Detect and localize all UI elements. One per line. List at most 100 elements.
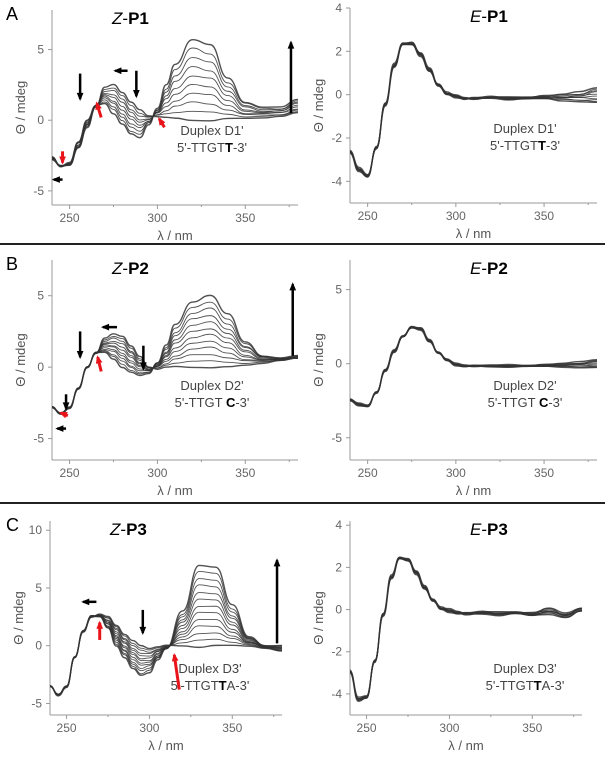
y-tick-label: 5 bbox=[35, 581, 42, 595]
x-tick-label: 300 bbox=[139, 721, 159, 735]
y-tick-label: 0 bbox=[37, 113, 44, 127]
red-arrow-icon bbox=[58, 411, 69, 419]
x-tick-label: 300 bbox=[446, 466, 466, 480]
spectrum-line bbox=[349, 42, 598, 176]
x-tick-label: 300 bbox=[147, 211, 167, 225]
red-arrow-icon bbox=[171, 652, 181, 690]
chart-z-p3: 250 300 350 -5 0 5 10 λ / nm Θ / mdeg Z-P3 Duplex … bbox=[6, 515, 283, 753]
y-tick-label: 4 bbox=[335, 518, 342, 532]
x-tick-label: 350 bbox=[222, 721, 242, 735]
title-sep: - bbox=[122, 9, 128, 28]
chart-title: E-P3 bbox=[470, 520, 508, 539]
x-axis-label: λ / nm bbox=[456, 226, 491, 241]
x-tick-label: 250 bbox=[60, 466, 80, 480]
black-arrow-icon bbox=[51, 176, 63, 183]
y-tick-label: -2 bbox=[331, 131, 342, 145]
duplex-label: Duplex D3' bbox=[493, 661, 556, 676]
sequence-prefix: 5'-TTGT bbox=[171, 678, 219, 693]
y-tick-label: 10 bbox=[29, 523, 43, 537]
y-axis-label: Θ / mdeg bbox=[311, 591, 326, 644]
x-tick-label: 350 bbox=[235, 466, 255, 480]
x-tick-label: 250 bbox=[60, 211, 80, 225]
sequence-prefix: 5'-TTGT bbox=[490, 138, 538, 153]
spectrum-line bbox=[349, 556, 583, 698]
x-tick-label: 350 bbox=[235, 211, 255, 225]
x-axis-label: λ / nm bbox=[148, 738, 183, 753]
title-sep: - bbox=[481, 520, 487, 539]
x-tick-label: 350 bbox=[534, 209, 554, 223]
black-arrow-icon bbox=[76, 331, 84, 360]
y-axis-label: Θ / mdeg bbox=[13, 333, 28, 386]
chart-z-p1: 250 300 350 -5 0 5 λ / nm Θ / mdeg Z-P1 Duplex D1… bbox=[6, 4, 299, 243]
duplex-label: Duplex D3' bbox=[178, 661, 241, 676]
y-tick-label: 0 bbox=[35, 639, 42, 653]
x-axis-label: λ / nm bbox=[456, 483, 491, 498]
x-tick-label: 300 bbox=[147, 466, 167, 480]
red-arrow-icon bbox=[96, 620, 104, 640]
chart-e-p2: 250 300 350 -5 0 5 λ / nm Θ / mdeg E-P2 Duplex D2… bbox=[311, 259, 598, 498]
chart-title: E-P1 bbox=[470, 7, 508, 26]
red-arrow-icon bbox=[95, 101, 103, 118]
y-tick-label: -4 bbox=[331, 174, 342, 188]
title-sep: - bbox=[122, 259, 128, 278]
duplex-label: Duplex D1' bbox=[180, 123, 243, 138]
sequence-bold-base: C bbox=[226, 395, 236, 410]
y-tick-label: 5 bbox=[37, 43, 44, 57]
spectrum-line bbox=[349, 43, 598, 178]
duplex-label: Duplex D1' bbox=[493, 121, 556, 136]
divider bbox=[0, 243, 605, 245]
x-axis-label: λ / nm bbox=[448, 738, 483, 753]
chart-title: Z-P3 bbox=[109, 520, 147, 539]
chart-e-p1: 250 300 350 -4 -2 0 2 4 λ / nm Θ / mdeg E-P1 Duplex… bbox=[311, 1, 598, 241]
title-prefix: E bbox=[470, 520, 482, 539]
y-tick-label: -2 bbox=[331, 645, 342, 659]
y-tick-label: 5 bbox=[335, 283, 342, 297]
y-tick-label: 0 bbox=[335, 88, 342, 102]
sequence-label: 5'-TTGTTA-3' bbox=[171, 678, 250, 693]
black-arrow-icon bbox=[62, 394, 70, 411]
chart-title: Z-P2 bbox=[111, 259, 149, 278]
title-prefix: Z bbox=[109, 520, 121, 539]
sequence-bold-base: T bbox=[538, 138, 546, 153]
spectrum-line bbox=[51, 90, 299, 167]
spectrum-line bbox=[51, 294, 299, 415]
spectrum-line bbox=[51, 39, 299, 167]
x-tick-label: 300 bbox=[446, 209, 466, 223]
y-tick-label: -5 bbox=[33, 184, 44, 198]
x-tick-label: 250 bbox=[57, 721, 77, 735]
y-tick-label: 0 bbox=[37, 360, 44, 374]
black-arrow-icon bbox=[132, 70, 140, 99]
title-prefix: E bbox=[470, 7, 482, 26]
sequence-suffix: A-3' bbox=[542, 678, 565, 693]
sequence-bold-base: T bbox=[534, 678, 542, 693]
title-prefix: Z bbox=[111, 259, 123, 278]
title-main: P2 bbox=[128, 259, 149, 278]
spectrum-line bbox=[49, 570, 283, 696]
sequence-label: 5'-TTGT C-3' bbox=[488, 395, 563, 410]
spectrum-line bbox=[349, 42, 598, 176]
spectrum-line bbox=[49, 564, 283, 697]
y-axis-label: Θ / mdeg bbox=[311, 79, 326, 132]
black-arrow-icon bbox=[100, 323, 118, 331]
y-tick-label: 2 bbox=[335, 44, 342, 58]
y-tick-label: 4 bbox=[335, 1, 342, 15]
panel-letter: C bbox=[6, 515, 19, 535]
black-arrow-icon bbox=[287, 40, 295, 114]
black-arrow-icon bbox=[139, 609, 147, 636]
sequence-label: 5'-TTGT C-3' bbox=[175, 395, 250, 410]
y-tick-label: 0 bbox=[335, 357, 342, 371]
red-arrow-icon bbox=[157, 117, 166, 129]
sequence-suffix: -3' bbox=[546, 138, 560, 153]
spectrum-line bbox=[349, 42, 598, 177]
chart-z-p2: 250 300 350 -5 0 5 λ / nm Θ / mdeg Z-P2 Duplex D2… bbox=[6, 254, 299, 498]
sequence-suffix: -3' bbox=[233, 140, 247, 155]
title-prefix: Z bbox=[111, 9, 123, 28]
y-tick-label: 0 bbox=[335, 603, 342, 617]
title-sep: - bbox=[481, 7, 487, 26]
chart-title: E-P2 bbox=[470, 259, 508, 278]
y-tick-label: 2 bbox=[335, 560, 342, 574]
black-arrow-icon bbox=[289, 282, 297, 356]
sequence-suffix: -3' bbox=[235, 395, 249, 410]
black-arrow-icon bbox=[113, 67, 128, 75]
x-tick-label: 250 bbox=[358, 466, 378, 480]
